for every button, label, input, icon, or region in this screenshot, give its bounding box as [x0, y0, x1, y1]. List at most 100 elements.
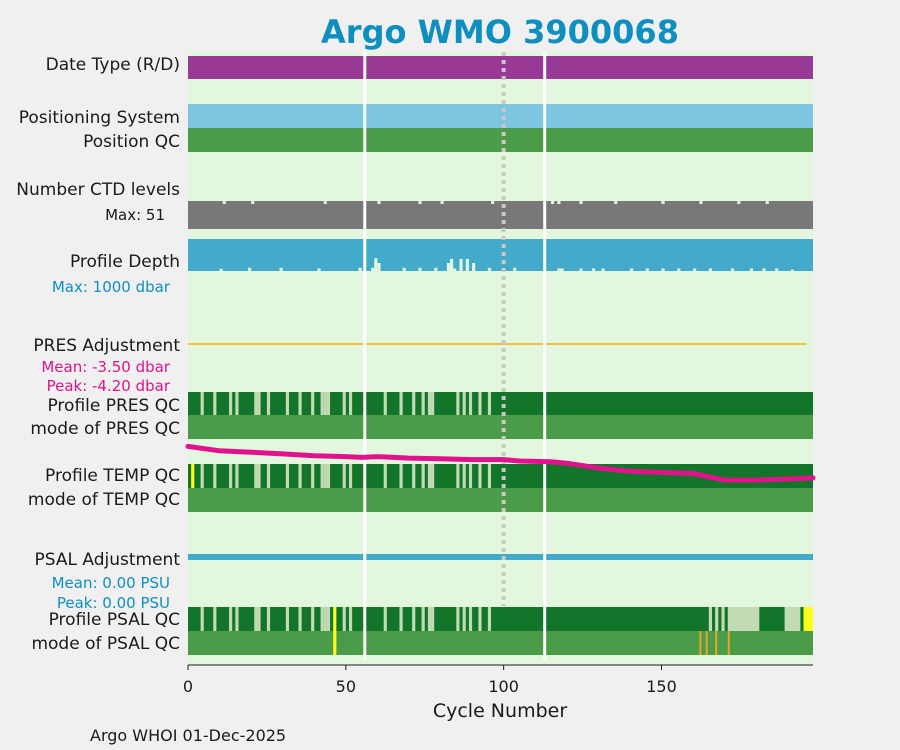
temp-qc-light-cell: [298, 464, 302, 488]
x-axis-label: Cycle Number: [433, 700, 567, 722]
temp-qc-light-cell: [257, 464, 261, 488]
psal-qc-light-cell: [721, 607, 725, 631]
row-label-date-type: Date Type (R/D): [46, 55, 180, 75]
profile-depth-notch: [472, 263, 476, 271]
positioning-band: [188, 104, 813, 128]
ctd-levels-gap: [440, 201, 444, 204]
ctd-levels-gap: [765, 201, 769, 204]
psal-qc-light-cell: [708, 607, 712, 631]
temp-qc-light-cell: [323, 464, 327, 488]
pres-qc-light-cell: [266, 392, 271, 415]
row-label-ctd-levels: Number CTD levels: [16, 180, 180, 200]
psal-qc-light-cell: [235, 607, 239, 631]
psal-qc-light-range: [727, 607, 760, 631]
psal-mode-band: [188, 631, 813, 655]
psal-adjustment-peak: Peak: 0.00 PSU: [57, 594, 170, 612]
row-label-temp-qc: Profile TEMP QC: [45, 466, 180, 486]
profile-depth-notch: [453, 268, 457, 271]
profile-depth-notch: [557, 268, 561, 271]
temp-qc-light-cell: [326, 464, 331, 488]
temp-qc-light-cell: [399, 464, 403, 488]
pres-qc-light-cell: [320, 392, 324, 415]
psal-mode-orange-cell: [715, 631, 718, 655]
profile-depth-notch: [279, 267, 283, 271]
profile-depth-notch: [374, 258, 378, 271]
profile-depth-notch: [629, 268, 634, 271]
pres-qc-light-cell: [456, 392, 460, 415]
x-tick-label: 150: [646, 677, 677, 696]
x-tick-label: 50: [336, 677, 356, 696]
psal-qc-light-cell: [462, 607, 466, 631]
psal-qc-light-cell: [348, 607, 353, 631]
profile-depth-notch: [371, 267, 375, 271]
profile-depth-notch: [465, 258, 469, 271]
temp-qc-light-cell: [266, 464, 271, 488]
ctd-levels-gap: [614, 201, 618, 204]
row-label-psal-adjustment: PSAL Adjustment: [35, 550, 181, 570]
temp-mode-band: [188, 488, 813, 512]
plot-area: [188, 52, 813, 665]
pres-qc-light-cell: [427, 392, 432, 415]
temp-qc-light-cell: [235, 464, 239, 488]
pres-qc-light-cell: [399, 392, 403, 415]
temp-qc-light-cell: [348, 464, 353, 488]
temp-qc-light-cell: [431, 464, 435, 488]
psal-qc-light-cell: [311, 607, 315, 631]
profile-depth-notch: [762, 268, 766, 271]
temp-qc-light-cell: [229, 464, 233, 488]
psal-qc-light-cell: [254, 607, 258, 631]
temp-qc-light-cell: [427, 464, 432, 488]
psal-qc-light-cell: [383, 607, 387, 631]
row-label-positioning: Positioning System: [19, 108, 180, 128]
psal-qc-light-range: [784, 607, 801, 631]
profile-depth-notch: [645, 268, 649, 271]
psal-mode-yellow-cell: [333, 631, 337, 655]
pres-qc-light-cell: [326, 392, 331, 415]
psal-qc-light-cell: [715, 607, 719, 631]
psal-qc-light-cell: [456, 607, 460, 631]
psal-qc-light-cell: [326, 607, 331, 631]
profile-depth-notch: [446, 263, 450, 271]
profile-depth-notch: [749, 268, 754, 271]
pres-qc-light-cell: [235, 392, 239, 415]
pres-qc-light-cell: [342, 392, 346, 415]
ctd-levels-max: Max: 51: [105, 206, 165, 224]
date-type-band: [188, 56, 813, 79]
ctd-levels-gap: [579, 201, 583, 204]
pres-qc-light-cell: [311, 392, 315, 415]
psal-qc-light-cell: [320, 607, 324, 631]
row-label-pres-qc: Profile PRES QC: [47, 396, 180, 416]
psal-qc-light-cell: [257, 607, 261, 631]
psal-qc-light-cell: [468, 607, 473, 631]
pres-qc-light-cell: [200, 392, 204, 415]
temp-qc-light-cell: [412, 464, 416, 488]
temp-qc-light-cell: [285, 464, 290, 488]
pres-qc-light-cell: [468, 392, 473, 415]
pres-qc-light-cell: [421, 392, 425, 415]
psal-qc-light-cell: [431, 607, 435, 631]
temp-qc-light-cell: [456, 464, 460, 488]
profile-depth-notch: [219, 268, 223, 271]
psal-qc-light-cell: [421, 607, 425, 631]
ctd-levels-gap: [557, 201, 561, 204]
profile-depth-notch: [661, 268, 665, 271]
footer-text: Argo WHOI 01-Dec-2025: [90, 726, 286, 745]
profile-depth-band: [188, 239, 813, 271]
ctd-levels-band: [188, 201, 813, 229]
profile-depth-notch: [560, 268, 564, 271]
psal-qc-band: [188, 607, 813, 631]
row-label-pres-mode: mode of PRES QC: [30, 419, 180, 439]
psal-mode-orange-cell: [699, 631, 702, 655]
row-label-position-qc: Position QC: [83, 132, 180, 152]
temp-qc-light-cell: [487, 464, 492, 488]
pres-qc-band: [188, 392, 813, 415]
psal-qc-light-cell: [323, 607, 327, 631]
x-axis-ticks: 0 50 100 150: [183, 665, 677, 696]
pres-qc-light-cell: [254, 392, 258, 415]
profile-depth-notch: [708, 268, 712, 271]
temp-overlay-line: [185, 443, 816, 483]
pres-qc-light-cell: [462, 392, 466, 415]
profile-depth-notch: [459, 258, 463, 271]
profile-depth-notch: [513, 267, 517, 271]
